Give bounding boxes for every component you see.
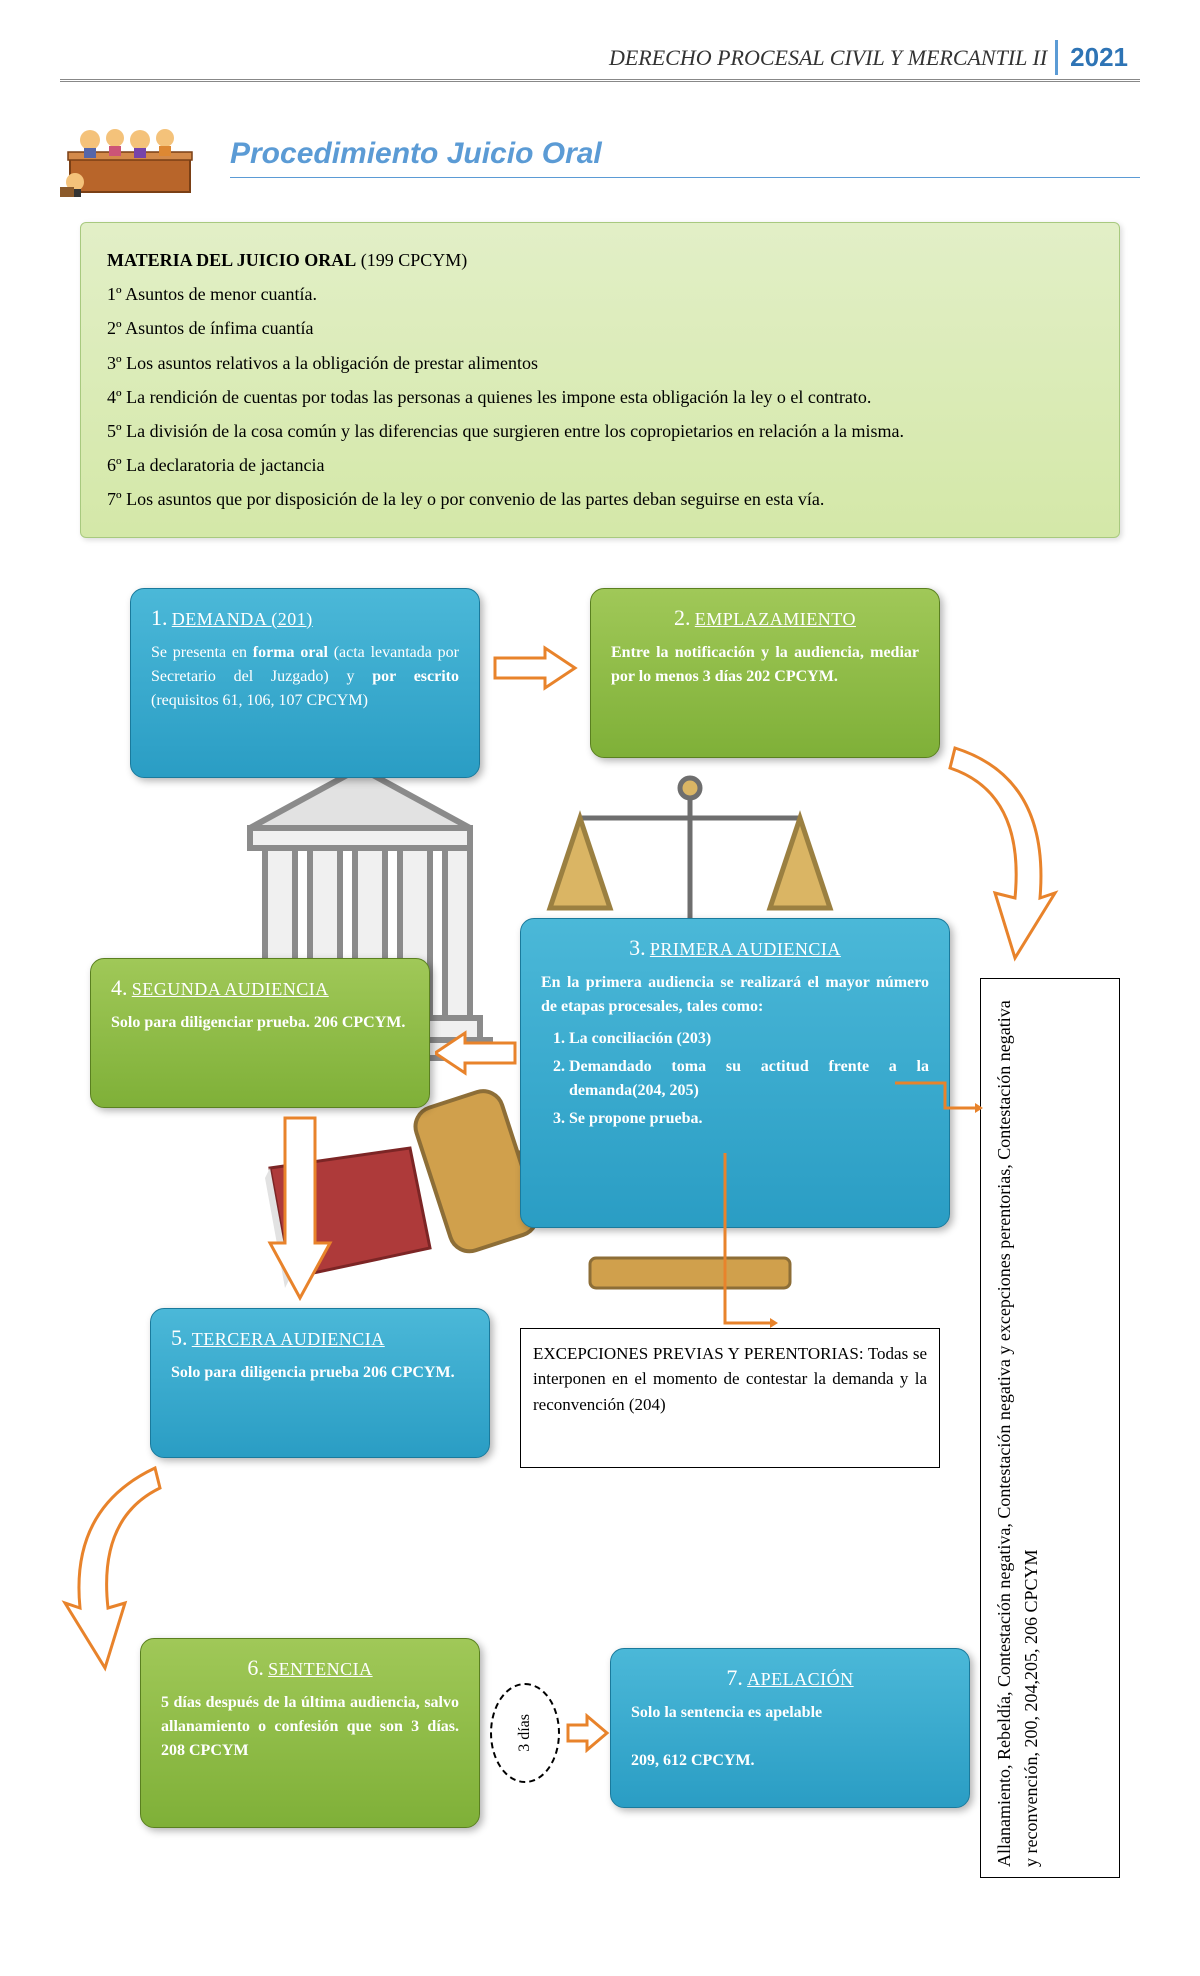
step-title: TERCERA AUDIENCIA [192, 1329, 385, 1349]
connector-line-icon [720, 1148, 780, 1338]
step-sentencia: 6. SENTENCIA 5 días después de la última… [140, 1638, 480, 1828]
materia-item: 6º La declaratoria de jactancia [107, 448, 1093, 482]
materia-item: 3º Los asuntos relativos a la obligación… [107, 346, 1093, 380]
step-title: DEMANDA (201) [172, 609, 313, 629]
materia-item: 1º Asuntos de menor cuantía. [107, 277, 1093, 311]
main-title: Procedimiento Juicio Oral [230, 137, 1140, 178]
step-body: Solo para diligencia prueba 206 CPCYM. [171, 1361, 469, 1385]
step-body: Entre la notificación y la audiencia, me… [611, 641, 919, 689]
course-title: DERECHO PROCESAL CIVIL Y MERCANTIL II [609, 45, 1047, 71]
page-header: DERECHO PROCESAL CIVIL Y MERCANTIL II 20… [60, 40, 1140, 82]
arrow-icon [565, 1713, 610, 1758]
step-body: Se presenta en forma oral (acta levantad… [151, 641, 459, 713]
step-title: APELACIÓN [747, 1669, 854, 1689]
list-item: Se propone prueba. [569, 1107, 929, 1131]
step-tercera-audiencia: 5. TERCERA AUDIENCIA Solo para diligenci… [150, 1308, 490, 1458]
jury-illustration-icon [60, 112, 200, 202]
list-item: Demandado toma su actitud frente a la de… [569, 1055, 929, 1103]
flowchart: 1. DEMANDA (201) Se presenta en forma or… [70, 588, 1130, 1878]
step-title: SEGUNDA AUDIENCIA [132, 979, 329, 999]
vertical-text: Allanamiento, Rebeldía, Contestación neg… [994, 1000, 1041, 1867]
step-number: 7. [726, 1665, 743, 1690]
excepciones-box: EXCEPCIONES PREVIAS Y PERENTORIAS: Todas… [520, 1328, 940, 1468]
materia-heading: MATERIA DEL JUICIO ORAL [107, 250, 356, 270]
tres-dias-oval: 3 días [490, 1683, 560, 1783]
step-title: EMPLAZAMIENTO [695, 609, 856, 629]
materia-item: 5º La división de la cosa común y las di… [107, 414, 1093, 448]
step-number: 2. [674, 605, 691, 630]
arrow-icon [265, 1113, 335, 1308]
step-body: Solo la sentencia es apelable209, 612 CP… [631, 1701, 949, 1773]
step-title: SENTENCIA [268, 1659, 373, 1679]
excepciones-text: EXCEPCIONES PREVIAS Y PERENTORIAS: Todas… [533, 1344, 927, 1414]
materia-item: 4º La rendición de cuentas por todas las… [107, 380, 1093, 414]
step-number: 4. [111, 975, 128, 1000]
arrow-icon [490, 643, 580, 698]
step-emplazamiento: 2. EMPLAZAMIENTO Entre la notificación y… [590, 588, 940, 758]
materia-item: 2º Asuntos de ínfima cuantía [107, 311, 1093, 345]
arrow-icon [435, 1028, 520, 1083]
materia-ref: (199 CPCYM) [361, 250, 468, 270]
actitudes-vertical-box: Allanamiento, Rebeldía, Contestación neg… [980, 978, 1120, 1878]
title-row: Procedimiento Juicio Oral [60, 112, 1140, 202]
materia-box: MATERIA DEL JUICIO ORAL (199 CPCYM) 1º A… [80, 222, 1120, 538]
step-apelacion: 7. APELACIÓN Solo la sentencia es apelab… [610, 1648, 970, 1808]
step-segunda-audiencia: 4. SEGUNDA AUDIENCIA Solo para diligenci… [90, 958, 430, 1108]
materia-item: 7º Los asuntos que por disposición de la… [107, 482, 1093, 516]
step-number: 1. [151, 605, 168, 630]
step-body: En la primera audiencia se realizará el … [541, 971, 929, 1131]
step-number: 5. [171, 1325, 188, 1350]
step-body: Solo para diligenciar prueba. 206 CPCYM. [111, 1011, 409, 1035]
step-title: PRIMERA AUDIENCIA [650, 939, 841, 959]
step-number: 6. [247, 1655, 264, 1680]
connector-line-icon [890, 1078, 985, 1123]
step-demanda: 1. DEMANDA (201) Se presenta en forma or… [130, 588, 480, 778]
year-badge: 2021 [1055, 40, 1140, 75]
curved-arrow-icon [60, 1458, 170, 1683]
list-item: La conciliación (203) [569, 1027, 929, 1051]
step-body-text: En la primera audiencia se realizará el … [541, 974, 929, 1015]
oval-label: 3 días [516, 1714, 534, 1752]
curved-arrow-icon [940, 738, 1070, 973]
step-number: 3. [629, 935, 646, 960]
step-body: 5 días después de la última audiencia, s… [161, 1691, 459, 1763]
